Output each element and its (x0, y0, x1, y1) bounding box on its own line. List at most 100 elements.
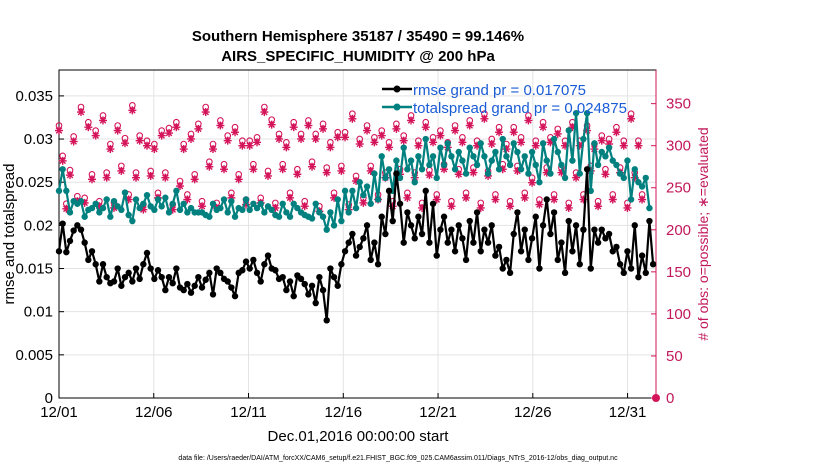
rmse-point (598, 226, 605, 233)
totalspread-point (554, 148, 561, 156)
rmse-point (217, 269, 224, 277)
obs-possible-point (84, 118, 92, 126)
obs-possible-point (308, 158, 316, 166)
obs-evaluated-point (531, 141, 540, 150)
obs-evaluated-point (506, 202, 515, 211)
rmse-point (66, 237, 74, 245)
obs-evaluated-point (113, 126, 122, 135)
obs-evaluated-point (601, 170, 610, 179)
obs-evaluated-point (407, 116, 416, 125)
obs-possible-point (437, 127, 444, 134)
obs-possible-point (158, 127, 166, 134)
totalspread-point (525, 170, 532, 177)
obs-possible-point (279, 160, 287, 168)
obs-possible-point (550, 191, 558, 198)
rmse-point (334, 282, 341, 289)
y-tick-label-4: 0.02 (24, 217, 53, 234)
obs-possible-point (609, 191, 617, 198)
rmse-point (444, 239, 451, 246)
legend-marker-spread (393, 103, 401, 111)
obs-evaluated-point (128, 106, 137, 115)
obs-possible-point (55, 122, 63, 129)
rmse-point (616, 261, 624, 268)
rmse-point (231, 292, 239, 300)
rmse-point (591, 226, 598, 233)
obs-possible-point (378, 127, 386, 134)
y-right-tick-label-1: 50 (666, 348, 683, 365)
rmse-point (92, 261, 99, 268)
rmse-point (565, 217, 572, 225)
obs-possible-point (88, 170, 96, 178)
totalspread-point (246, 206, 253, 214)
obs-possible-point (184, 191, 191, 198)
right-ticks: 0 50 100 150 200 250 300 350 (651, 96, 691, 407)
totalspread-point (437, 144, 444, 151)
obs-evaluated-point (509, 128, 518, 137)
totalspread-point (154, 196, 162, 203)
rmse-point (239, 267, 246, 274)
rmse-point (246, 265, 253, 272)
obs-possible-point (635, 137, 642, 145)
rmse-point (580, 226, 587, 233)
legend-marker-rmse (393, 85, 401, 93)
obs-evaluated-point (194, 124, 203, 133)
totalspread-point (151, 206, 158, 214)
obs-possible-point (81, 194, 89, 202)
rmse-point (543, 196, 550, 203)
obs-evaluated-point (282, 143, 291, 152)
totalspread-point (66, 209, 74, 216)
rmse-point (448, 226, 455, 233)
obs-possible-point (312, 130, 320, 138)
totalspread-point (334, 196, 341, 203)
obs-evaluated-point (165, 129, 174, 138)
y-tick-label-2: 0.01 (24, 304, 53, 321)
rmse-point (569, 248, 576, 255)
rmse-point (125, 269, 132, 277)
obs-possible-point (268, 116, 276, 124)
rmse-point (532, 213, 539, 220)
obs-possible-point (334, 128, 342, 136)
obs-possible-point (121, 134, 129, 142)
rmse-point (429, 200, 437, 207)
rmse-point (635, 273, 642, 281)
plot-frame (58, 69, 657, 399)
obs-possible-point (598, 132, 606, 139)
obs-evaluated-point (55, 126, 63, 135)
obs-evaluated-point (143, 141, 152, 150)
totalspread-point (576, 170, 583, 177)
obs-evaluated-point (348, 114, 357, 123)
rmse-point (558, 239, 565, 246)
rmse-point (154, 267, 162, 274)
obs-evaluated-point (264, 171, 273, 180)
obs-possible-point (327, 139, 334, 146)
rmse-point (466, 217, 473, 225)
rmse-point (143, 249, 151, 257)
obs-evaluated-point (161, 173, 170, 182)
obs-evaluated-point (300, 202, 309, 211)
obs-zero-marker (652, 394, 660, 402)
x-ticks: 12/01 12/06 12/11 12/16 12/21 12/26 12/31 (40, 393, 646, 421)
totalspread-point (283, 209, 290, 216)
rmse-point (426, 239, 433, 246)
obs-possible-point (198, 197, 206, 205)
totalspread-point (484, 170, 492, 177)
y-tick-label-6: 0.03 (24, 131, 53, 148)
totalspread-point (140, 200, 147, 207)
rmse-point (195, 273, 202, 281)
totalspread-point (572, 109, 580, 117)
rmse-point (345, 239, 352, 246)
rmse-point (283, 286, 290, 294)
y-right-tick-label-3: 150 (666, 264, 691, 281)
rmse-point (411, 235, 418, 242)
obs-possible-point (481, 110, 488, 118)
totalspread-point (602, 153, 609, 160)
rmse-point (525, 256, 532, 264)
rmse-point (539, 222, 547, 229)
rmse-point (481, 226, 488, 233)
totalspread-point (407, 157, 415, 164)
totalspread-point (598, 148, 605, 156)
totalspread-point (268, 206, 275, 214)
legend-label-spread: totalspread grand pr = 0.024875 (413, 100, 627, 117)
obs-evaluated-point (638, 195, 647, 204)
obs-possible-point (286, 189, 294, 197)
